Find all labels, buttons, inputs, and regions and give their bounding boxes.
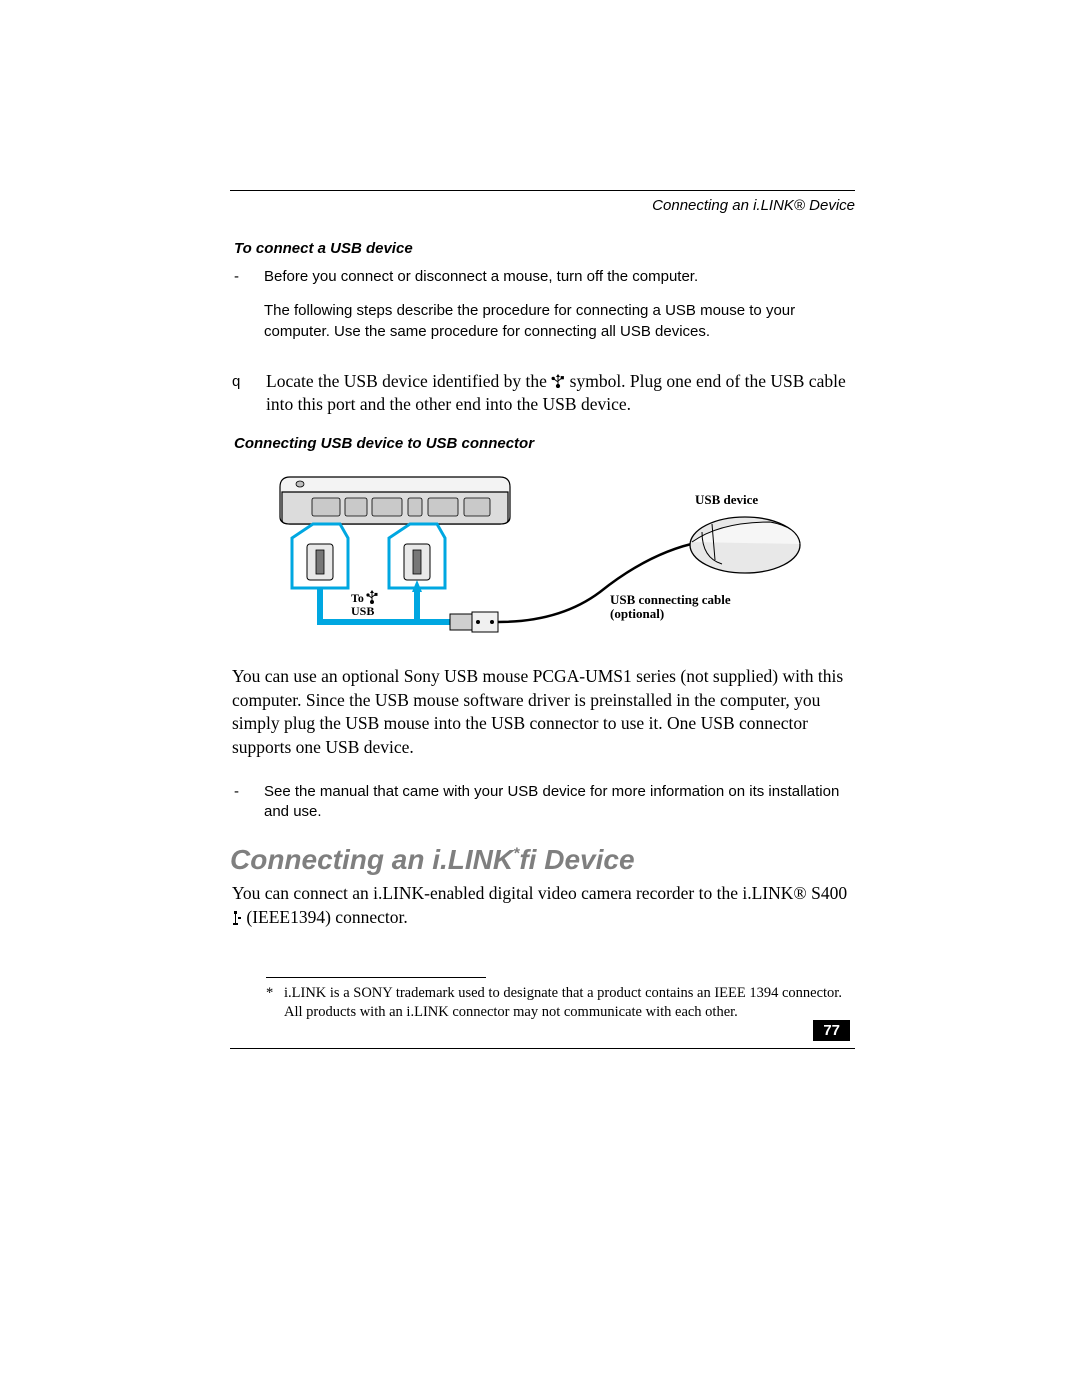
note-dash: - xyxy=(234,782,264,823)
svg-text:USB: USB xyxy=(351,604,374,618)
paragraph-ilink: You can connect an i.LINK-enabled digita… xyxy=(232,882,855,929)
usb-callout-left xyxy=(292,524,348,588)
svg-text:To: To xyxy=(351,591,364,605)
figure-usb-connection: USB device USB connecting cable (optiona… xyxy=(250,462,855,647)
label-usb-device: USB device xyxy=(695,492,758,507)
page-number: 77 xyxy=(813,1020,850,1041)
usb-plug-icon xyxy=(450,612,498,632)
ilink-symbol-icon xyxy=(232,907,242,927)
h2-part-b: fi Device xyxy=(519,844,634,875)
rule-bottom xyxy=(230,1048,855,1049)
step-text-a: Locate the USB device identified by the xyxy=(266,371,551,391)
laptop-rear-icon xyxy=(280,477,510,524)
para2-a: You can connect an i.LINK-enabled digita… xyxy=(232,883,847,903)
footnote-rule xyxy=(266,977,486,978)
note-body: See the manual that came with your USB d… xyxy=(264,782,855,823)
note-dash: - xyxy=(234,267,264,356)
usb-callout-right xyxy=(389,524,445,588)
label-to-usb: To USB xyxy=(351,590,377,618)
subheading-connect-usb: To connect a USB device xyxy=(234,240,855,257)
usb-cable-icon xyxy=(498,542,700,622)
note-line: The following steps describe the procedu… xyxy=(264,301,855,342)
figure-caption: Connecting USB device to USB connector xyxy=(234,435,855,452)
footnote: * i.LINK is a SONY trademark used to des… xyxy=(266,984,845,1022)
para2-b: (IEEE1394) connector. xyxy=(242,907,408,927)
step-text: Locate the USB device identified by the … xyxy=(266,370,855,417)
paragraph-usb-mouse: You can use an optional Sony USB mouse P… xyxy=(232,665,855,760)
label-cable-2: (optional) xyxy=(610,606,664,621)
note-line: Before you connect or disconnect a mouse… xyxy=(264,267,855,287)
running-head: Connecting an i.LINK® Device xyxy=(230,197,855,214)
step-1: q Locate the USB device identified by th… xyxy=(232,370,855,417)
h2-part-a: Connecting an i.LINK xyxy=(230,844,513,875)
note-line: See the manual that came with your USB d… xyxy=(264,782,855,823)
label-cable: USB connecting cable xyxy=(610,592,731,607)
footnote-text: i.LINK is a SONY trademark used to desig… xyxy=(284,984,845,1022)
footnote-mark: * xyxy=(266,984,284,1022)
usb-symbol-icon xyxy=(551,373,565,389)
manual-page: Connecting an i.LINK® Device To connect … xyxy=(0,0,1080,1397)
note-block-2: - See the manual that came with your USB… xyxy=(234,782,855,823)
note-block-1: - Before you connect or disconnect a mou… xyxy=(234,267,855,356)
step-marker: q xyxy=(232,370,266,417)
mouse-icon xyxy=(690,517,800,573)
rule-top xyxy=(230,190,855,191)
heading-ilink: Connecting an i.LINK*fi Device xyxy=(230,844,855,876)
note-body: Before you connect or disconnect a mouse… xyxy=(264,267,855,356)
